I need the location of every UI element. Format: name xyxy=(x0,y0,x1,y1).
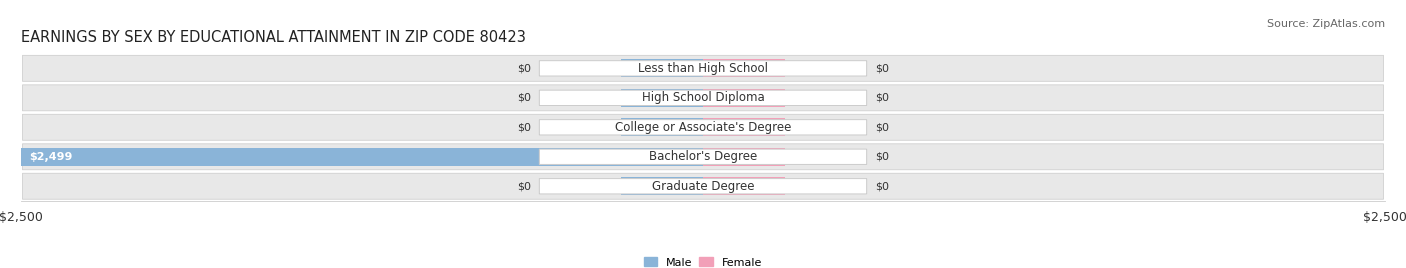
FancyBboxPatch shape xyxy=(22,55,1384,81)
FancyBboxPatch shape xyxy=(540,120,866,135)
Bar xyxy=(621,177,703,195)
Legend: Male, Female: Male, Female xyxy=(640,253,766,268)
Bar xyxy=(703,177,785,195)
Text: Source: ZipAtlas.com: Source: ZipAtlas.com xyxy=(1267,19,1385,29)
FancyBboxPatch shape xyxy=(22,85,1384,111)
Bar xyxy=(621,59,703,77)
FancyBboxPatch shape xyxy=(22,144,1384,170)
FancyBboxPatch shape xyxy=(540,61,866,76)
Text: EARNINGS BY SEX BY EDUCATIONAL ATTAINMENT IN ZIP CODE 80423: EARNINGS BY SEX BY EDUCATIONAL ATTAINMEN… xyxy=(21,31,526,46)
Text: $0: $0 xyxy=(517,122,531,132)
FancyBboxPatch shape xyxy=(540,178,866,194)
Text: High School Diploma: High School Diploma xyxy=(641,91,765,104)
Bar xyxy=(621,89,703,107)
Text: $2,499: $2,499 xyxy=(30,152,73,162)
Bar xyxy=(703,89,785,107)
Text: Bachelor's Degree: Bachelor's Degree xyxy=(650,150,756,163)
Text: Graduate Degree: Graduate Degree xyxy=(652,180,754,193)
Bar xyxy=(703,118,785,136)
Text: College or Associate's Degree: College or Associate's Degree xyxy=(614,121,792,134)
Text: $0: $0 xyxy=(517,93,531,103)
FancyBboxPatch shape xyxy=(22,173,1384,199)
Bar xyxy=(703,59,785,77)
Text: $0: $0 xyxy=(875,181,889,191)
Bar xyxy=(21,148,703,166)
FancyBboxPatch shape xyxy=(22,114,1384,140)
Bar xyxy=(621,118,703,136)
Text: $0: $0 xyxy=(517,181,531,191)
FancyBboxPatch shape xyxy=(540,149,866,165)
Text: $0: $0 xyxy=(875,152,889,162)
Text: $0: $0 xyxy=(517,63,531,73)
Text: $0: $0 xyxy=(875,63,889,73)
Bar xyxy=(703,148,785,166)
Text: $0: $0 xyxy=(875,122,889,132)
FancyBboxPatch shape xyxy=(540,90,866,106)
Text: $0: $0 xyxy=(875,93,889,103)
Text: Less than High School: Less than High School xyxy=(638,62,768,75)
